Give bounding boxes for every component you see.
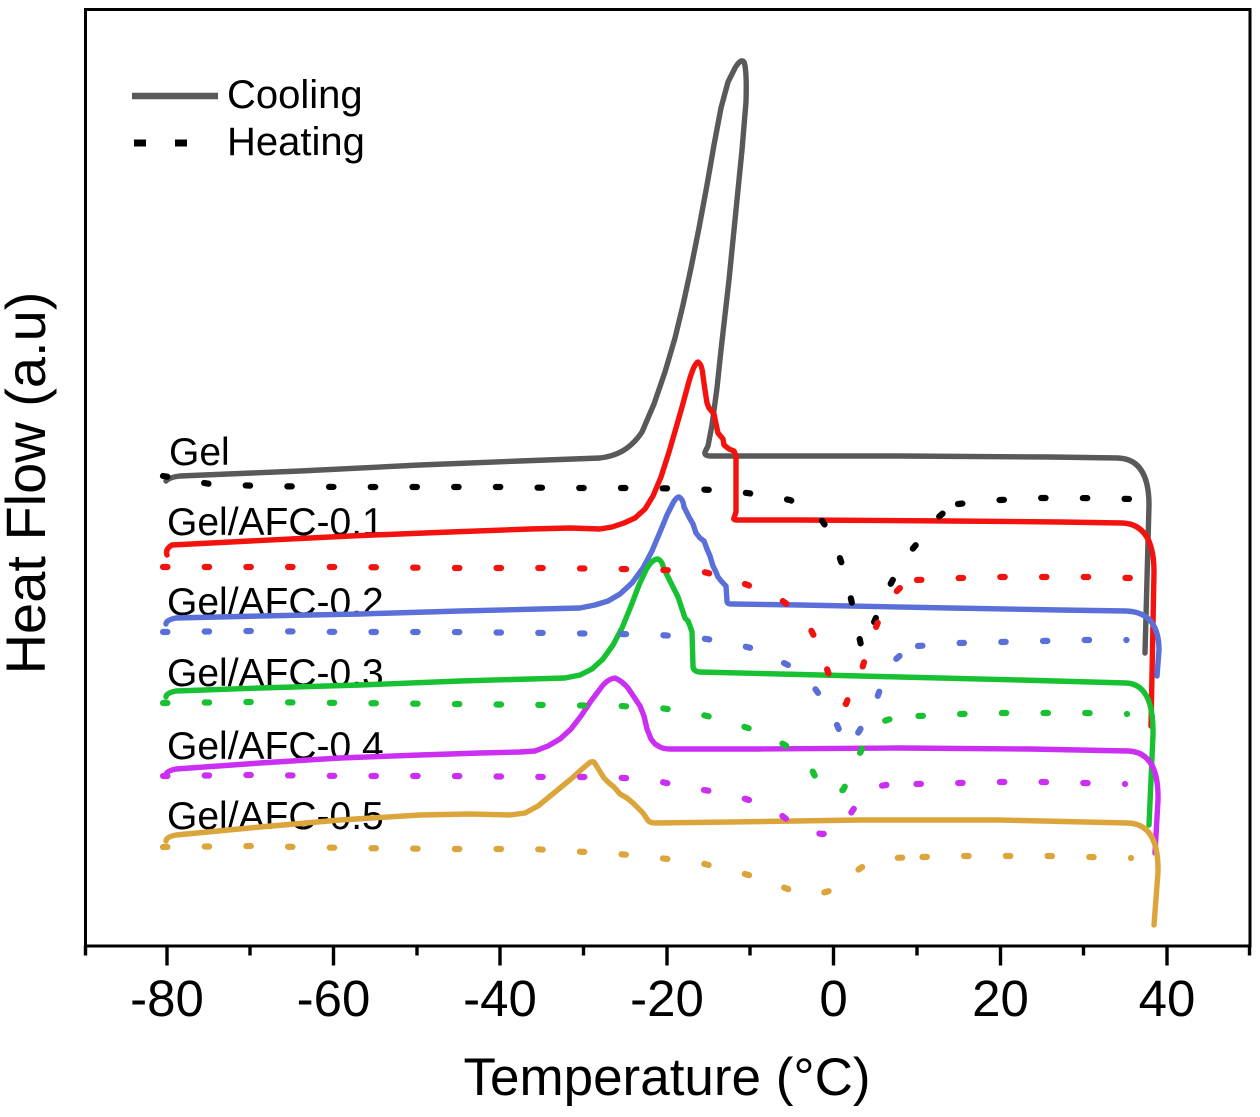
- svg-text:-60: -60: [297, 970, 371, 1027]
- svg-text:Temperature (°C): Temperature (°C): [463, 1048, 870, 1107]
- svg-text:Heating: Heating: [227, 120, 365, 164]
- svg-text:Heat Flow (a.u): Heat Flow (a.u): [0, 292, 57, 675]
- svg-text:-80: -80: [130, 970, 204, 1027]
- svg-text:-20: -20: [630, 970, 704, 1027]
- svg-text:20: 20: [972, 970, 1029, 1027]
- svg-text:40: 40: [1139, 970, 1196, 1027]
- svg-text:Cooling: Cooling: [227, 73, 363, 117]
- svg-text:0: 0: [819, 970, 847, 1027]
- svg-text:Gel: Gel: [169, 431, 230, 474]
- svg-text:-40: -40: [463, 970, 537, 1027]
